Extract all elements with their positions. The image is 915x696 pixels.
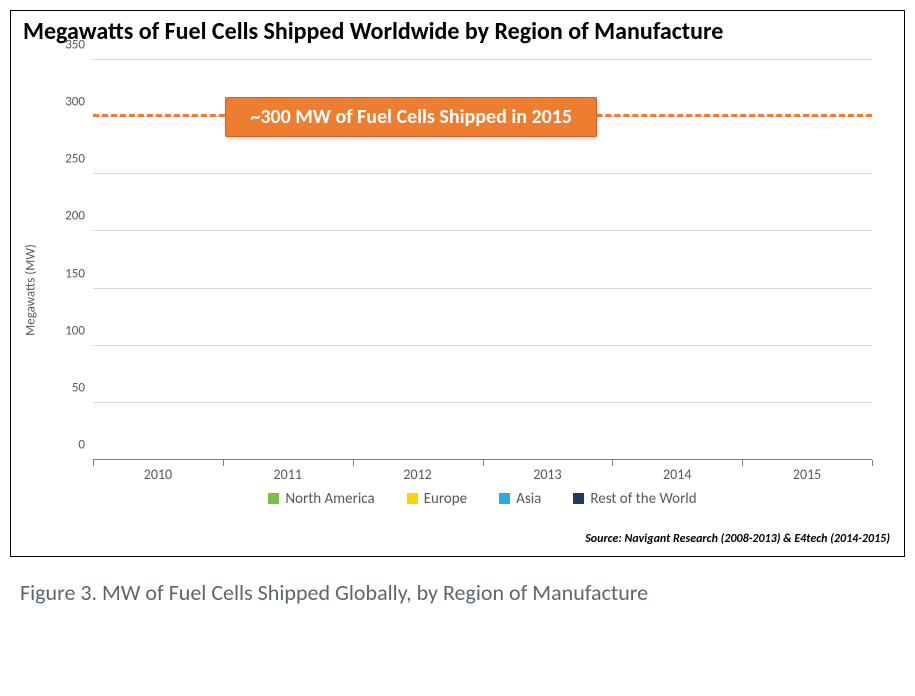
x-tick-label: 2015	[742, 466, 872, 483]
legend-swatch	[268, 493, 279, 504]
y-tick-label: 0	[45, 438, 85, 453]
legend-item: Rest of the World	[573, 490, 696, 508]
y-tick-label: 150	[45, 266, 85, 281]
legend-label: Rest of the World	[590, 490, 696, 508]
legend-swatch	[407, 493, 418, 504]
x-tick-label: 2013	[483, 466, 613, 483]
source-text: Source: Navigant Research (2008-2013) & …	[23, 532, 890, 546]
annotation-box: ~300 MW of Fuel Cells Shipped in 2015	[225, 97, 597, 137]
x-tick-mark	[353, 460, 354, 466]
bar-slot: 2015	[742, 60, 872, 460]
legend: North America Europe Asia Rest of the World	[93, 490, 872, 508]
legend-swatch	[573, 493, 584, 504]
figure-container: Megawatts of Fuel Cells Shipped Worldwid…	[10, 10, 905, 557]
x-tick-mark	[483, 460, 484, 466]
y-tick-label: 50	[45, 380, 85, 395]
legend-label: Asia	[516, 490, 541, 508]
figure-caption: Figure 3. MW of Fuel Cells Shipped Globa…	[20, 579, 895, 606]
bar-slot: 2010	[93, 60, 223, 460]
x-tick-mark	[93, 460, 94, 466]
legend-label: Europe	[424, 490, 467, 508]
x-tick-label: 2014	[612, 466, 742, 483]
x-tick-mark	[223, 460, 224, 466]
x-tick-label: 2011	[223, 466, 353, 483]
legend-label: North America	[285, 490, 374, 508]
y-tick-label: 200	[45, 209, 85, 224]
y-tick-label: 350	[45, 38, 85, 53]
chart-title: Megawatts of Fuel Cells Shipped Worldwid…	[23, 17, 892, 46]
x-tick-mark	[742, 460, 743, 466]
y-tick-label: 250	[45, 152, 85, 167]
legend-item: Europe	[407, 490, 467, 508]
legend-item: North America	[268, 490, 374, 508]
y-tick-label: 100	[45, 323, 85, 338]
y-axis-label: Megawatts (MW)	[24, 244, 39, 336]
y-tick-label: 300	[45, 95, 85, 110]
x-tick-label: 2012	[353, 466, 483, 483]
bar-slot: 2014	[612, 60, 742, 460]
plot-area: 0501001502002503003502010201120122013201…	[93, 60, 872, 460]
chart-area: Megawatts (MW) 0501001502002503003502010…	[23, 50, 892, 530]
legend-item: Asia	[499, 490, 541, 508]
x-tick-mark	[872, 460, 873, 466]
x-tick-label: 2010	[93, 466, 223, 483]
x-tick-mark	[612, 460, 613, 466]
legend-swatch	[499, 493, 510, 504]
